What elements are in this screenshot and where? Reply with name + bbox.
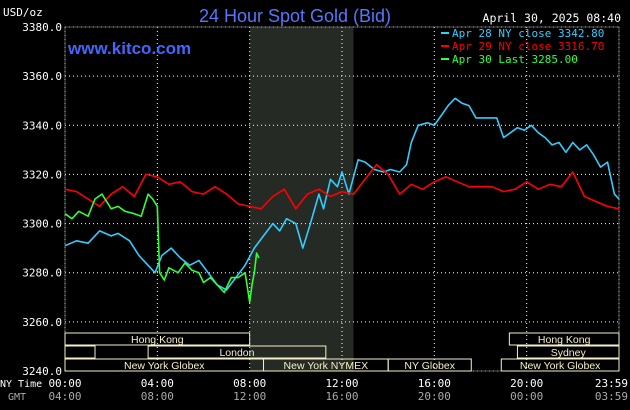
- x-tick-label-ny: 08:00: [233, 377, 266, 390]
- nymex-highlight: [249, 27, 354, 371]
- legend-label-apr30: Apr 30 Last 3285.00: [452, 53, 578, 66]
- x-tick-label-gmt: 00:00: [510, 390, 543, 403]
- y-tick-label: 3320.0: [22, 168, 62, 181]
- x-tick-label-gmt: 16:00: [325, 390, 358, 403]
- x-tick-label-gmt: 04:00: [48, 390, 81, 403]
- x-tick-label-ny: 20:00: [510, 377, 543, 390]
- y-tick-label: 3280.0: [22, 267, 62, 280]
- session-label: New York Globex: [124, 360, 205, 372]
- session-box: [147, 345, 327, 359]
- y-tick-label: 3300.0: [22, 218, 62, 231]
- session-box: [387, 358, 472, 372]
- chart-title: 24 Hour Spot Gold (Bid): [199, 6, 391, 26]
- y-tick-label: 3380.0: [22, 21, 62, 34]
- y-tick-label: 3340.0: [22, 119, 62, 132]
- x-tick-label-gmt: 20:00: [418, 390, 451, 403]
- x-tick-label-ny: 12:00: [325, 377, 358, 390]
- session-box: [500, 358, 620, 372]
- session-label: Hong Kong: [131, 334, 184, 346]
- gmt-label: GMT: [8, 392, 26, 403]
- x-tick-label-gmt: 08:00: [141, 390, 174, 403]
- x-tick-label-gmt: 12:00: [233, 390, 266, 403]
- y-tick-label: 3260.0: [22, 316, 62, 329]
- axes: 3240.0 3260.0 3280.0 3300.0 3320.0 3340.0 3360…: [22, 21, 628, 403]
- session-label: New York Globex: [520, 360, 601, 372]
- chart-background: [249, 27, 354, 371]
- x-tick-label-ny: 04:00: [141, 377, 174, 390]
- session-label: NY Globex: [404, 360, 455, 372]
- x-tick-label-ny: 23:59: [595, 377, 628, 390]
- x-tick-label-gmt: 03:59: [595, 390, 628, 403]
- session-label: New York NYMEX: [284, 360, 369, 372]
- ny-time-label: NY Time: [0, 379, 42, 390]
- y-unit-label: USD/oz: [3, 6, 43, 19]
- series-group: [64, 97, 620, 304]
- legend: Apr 28 NY close 3342.80 Apr 29 NY close …: [441, 27, 604, 66]
- legend-label-apr28: Apr 28 NY close 3342.80: [452, 27, 604, 40]
- y-tick-label: 3240.0: [22, 365, 62, 378]
- session-label: London: [219, 347, 254, 359]
- series-line-2: [64, 193, 260, 304]
- series-line-1: [64, 163, 620, 210]
- session-box: [64, 332, 251, 346]
- datetime-stamp: April 30, 2025 08:40: [483, 11, 622, 25]
- series-line-0: [64, 97, 620, 291]
- legend-label-apr29: Apr 29 NY close 3316.70: [452, 40, 604, 53]
- session-label: Hong Kong: [538, 334, 591, 346]
- session-label: Sydney: [551, 347, 587, 359]
- x-tick-label-ny: 16:00: [418, 377, 451, 390]
- session-box: [516, 345, 620, 359]
- x-tick-label-ny: 00:00: [48, 377, 81, 390]
- y-tick-label: 3360.0: [22, 70, 62, 83]
- session-box: [508, 332, 620, 346]
- session-box: [64, 345, 96, 359]
- website-watermark: www.kitco.com: [67, 39, 191, 58]
